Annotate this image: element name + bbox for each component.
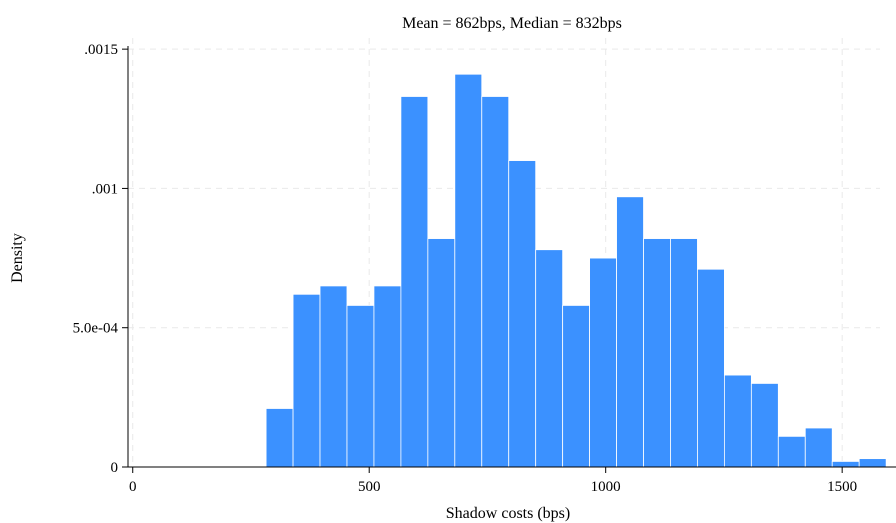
y-tick-label: .001 [92,181,118,197]
histogram-bar [535,249,564,468]
histogram-bar [562,305,591,468]
histogram-bar [292,293,321,468]
histogram-bar [508,160,537,468]
histogram-bar [400,96,429,468]
x-tick-label: 0 [129,479,137,495]
histogram-bar [670,238,698,468]
histogram-bar [589,257,617,468]
histogram-bar [804,427,833,468]
y-tick-label: 0 [111,460,119,476]
histogram-bar [265,408,294,468]
histogram-bar [723,374,752,468]
histogram-bar [319,285,348,468]
x-tick-label: 1000 [591,479,621,495]
histogram-bar [616,196,644,468]
x-tick-label: 500 [358,479,381,495]
histogram-bar [481,96,510,468]
histogram-bar [831,461,860,468]
histogram-bar [346,305,375,468]
histogram-bar [373,285,402,468]
axis-ticks: 0 500 1000 1500 0 5.0e-04 .001 .0015 [73,42,858,495]
histogram-bar [777,435,806,468]
y-tick-label: .0015 [84,42,118,58]
histogram-bar [427,238,456,468]
x-axis-title: Shadow costs (bps) [446,505,570,522]
axes [127,46,896,468]
histogram-bar [697,268,725,468]
chart-title: Mean = 862bps, Median = 832bps [402,15,622,32]
histogram-bar [454,73,483,468]
histogram-bars [265,73,887,468]
histogram-bar [643,238,671,468]
x-tick-label: 1500 [827,479,857,495]
y-axis-title: Density [9,233,26,283]
histogram-bar [750,383,779,468]
y-tick-label: 5.0e-04 [73,321,119,337]
histogram-bar [858,458,887,468]
